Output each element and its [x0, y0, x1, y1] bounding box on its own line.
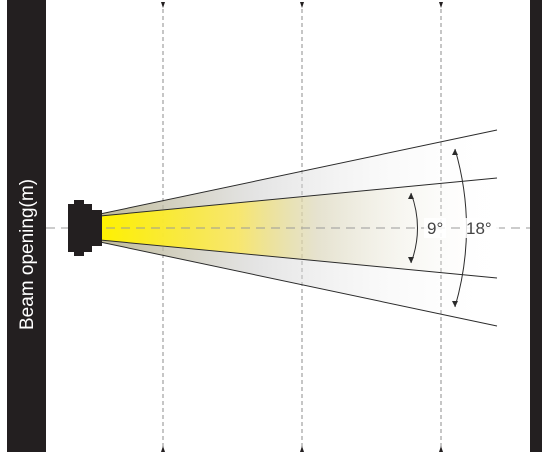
outer-ray-bottom — [99, 241, 498, 327]
fixture-fin-top — [74, 200, 84, 206]
light-fixture-icon — [68, 200, 102, 256]
outer-arc-head-top — [452, 149, 458, 155]
outer-arc-head-bottom — [452, 301, 458, 307]
inner-ray-top — [99, 177, 498, 217]
fixture-fin-bottom — [74, 250, 84, 256]
angle-arc-heads — [408, 149, 458, 307]
tick-bottom-3 — [439, 446, 443, 452]
outer-angle-label-bg — [463, 218, 499, 238]
fixture-lens — [90, 210, 102, 246]
inner-angle-arc — [410, 192, 418, 264]
left-bar — [7, 0, 46, 452]
tick-bottom-2 — [300, 446, 304, 452]
inner-arc-head-bottom — [408, 257, 414, 263]
inner-arc-head-top — [408, 193, 414, 199]
inner-beam-cone — [100, 178, 497, 278]
inner-angle-label-bg — [424, 218, 446, 238]
beam-opening-label: Beam opening(m) — [17, 179, 38, 330]
inner-angle-label: 9° — [427, 219, 443, 238]
tick-top-1 — [161, 2, 165, 8]
right-bar — [530, 0, 542, 452]
guide-ticks — [161, 2, 443, 452]
outer-angle-label: 18° — [466, 219, 492, 238]
inner-ray-bottom — [99, 239, 498, 279]
tick-top-2 — [300, 2, 304, 8]
tick-bottom-1 — [161, 446, 165, 452]
tick-top-3 — [439, 2, 443, 8]
beam-rays — [99, 129, 498, 327]
outer-ray-top — [99, 129, 498, 215]
fixture-body — [68, 204, 92, 252]
